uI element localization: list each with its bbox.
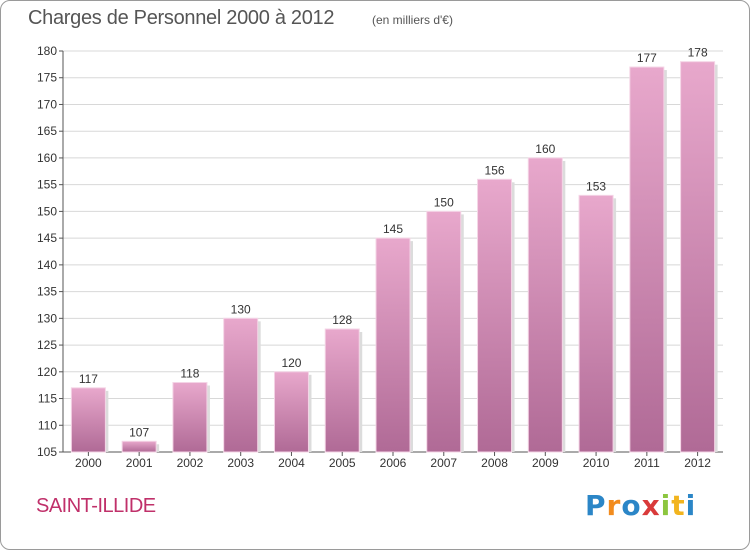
- data-label: 117: [79, 372, 98, 386]
- bar: [70, 387, 106, 453]
- y-tick-label: 175: [37, 71, 57, 85]
- bar: [426, 210, 462, 453]
- x-tick-label: 2011: [634, 456, 660, 470]
- chart-subtitle: (en milliers d'€): [372, 13, 453, 27]
- x-tick-label: 2002: [177, 456, 204, 470]
- x-tick-label: 2004: [278, 456, 305, 470]
- chart-title: Charges de Personnel 2000 à 2012: [28, 7, 335, 29]
- data-label: 156: [485, 163, 505, 177]
- bar: [273, 371, 309, 453]
- y-tick-label: 115: [38, 392, 57, 406]
- y-tick-label: 150: [37, 204, 57, 218]
- data-label: 150: [434, 195, 454, 209]
- y-tick-label: 110: [38, 418, 57, 432]
- bar: [375, 237, 411, 453]
- data-label: 153: [586, 179, 606, 193]
- logo-letter: t: [671, 489, 686, 522]
- logo-letter: P: [585, 489, 607, 522]
- y-tick-label: 125: [37, 338, 57, 352]
- proxiti-logo: Proxiti: [585, 489, 696, 522]
- y-tick-label: 130: [37, 311, 57, 325]
- x-tick-label: 2012: [684, 456, 711, 470]
- data-label: 130: [231, 302, 251, 316]
- data-label: 120: [281, 356, 301, 370]
- y-tick-label: 155: [37, 178, 57, 192]
- x-tick-label: 2001: [126, 456, 153, 470]
- x-tick-label: 2005: [329, 456, 356, 470]
- y-tick-label: 140: [37, 258, 57, 272]
- y-tick-label: 105: [37, 445, 57, 459]
- data-label: 128: [332, 313, 352, 327]
- data-label: 177: [637, 51, 657, 65]
- bar: [477, 178, 513, 453]
- bar: [172, 381, 208, 453]
- y-tick-label: 180: [37, 44, 57, 58]
- bar: [578, 194, 614, 453]
- bar: [527, 157, 563, 453]
- x-tick-label: 2008: [481, 456, 508, 470]
- bar: [223, 317, 259, 453]
- data-label: 107: [129, 425, 149, 439]
- x-tick-label: 2009: [532, 456, 559, 470]
- y-tick-label: 135: [37, 285, 57, 299]
- y-tick-label: 120: [37, 365, 57, 379]
- x-tick-label: 2010: [583, 456, 610, 470]
- x-tick-label: 2007: [430, 456, 457, 470]
- y-tick-label: 160: [37, 151, 57, 165]
- logo-letter: r: [606, 489, 622, 522]
- y-tick-label: 170: [37, 97, 57, 111]
- data-label: 178: [688, 46, 708, 60]
- logo-letter: i: [660, 489, 672, 522]
- data-label: 145: [383, 222, 403, 236]
- bar: [121, 440, 157, 453]
- y-tick-label: 145: [37, 231, 57, 245]
- y-tick-label: 165: [37, 124, 57, 138]
- data-label: 118: [180, 366, 199, 380]
- logo-letter: o: [621, 489, 642, 522]
- x-tick-label: 2000: [75, 456, 102, 470]
- bar: [629, 66, 665, 453]
- logo-letter: i: [685, 489, 697, 522]
- x-tick-label: 2003: [227, 456, 254, 470]
- bar: [324, 328, 360, 453]
- logo-letter: x: [641, 489, 661, 522]
- x-tick-label: 2006: [380, 456, 407, 470]
- data-label: 160: [535, 142, 555, 156]
- bar: [680, 61, 716, 453]
- commune-name: SAINT-ILLIDE: [36, 495, 156, 517]
